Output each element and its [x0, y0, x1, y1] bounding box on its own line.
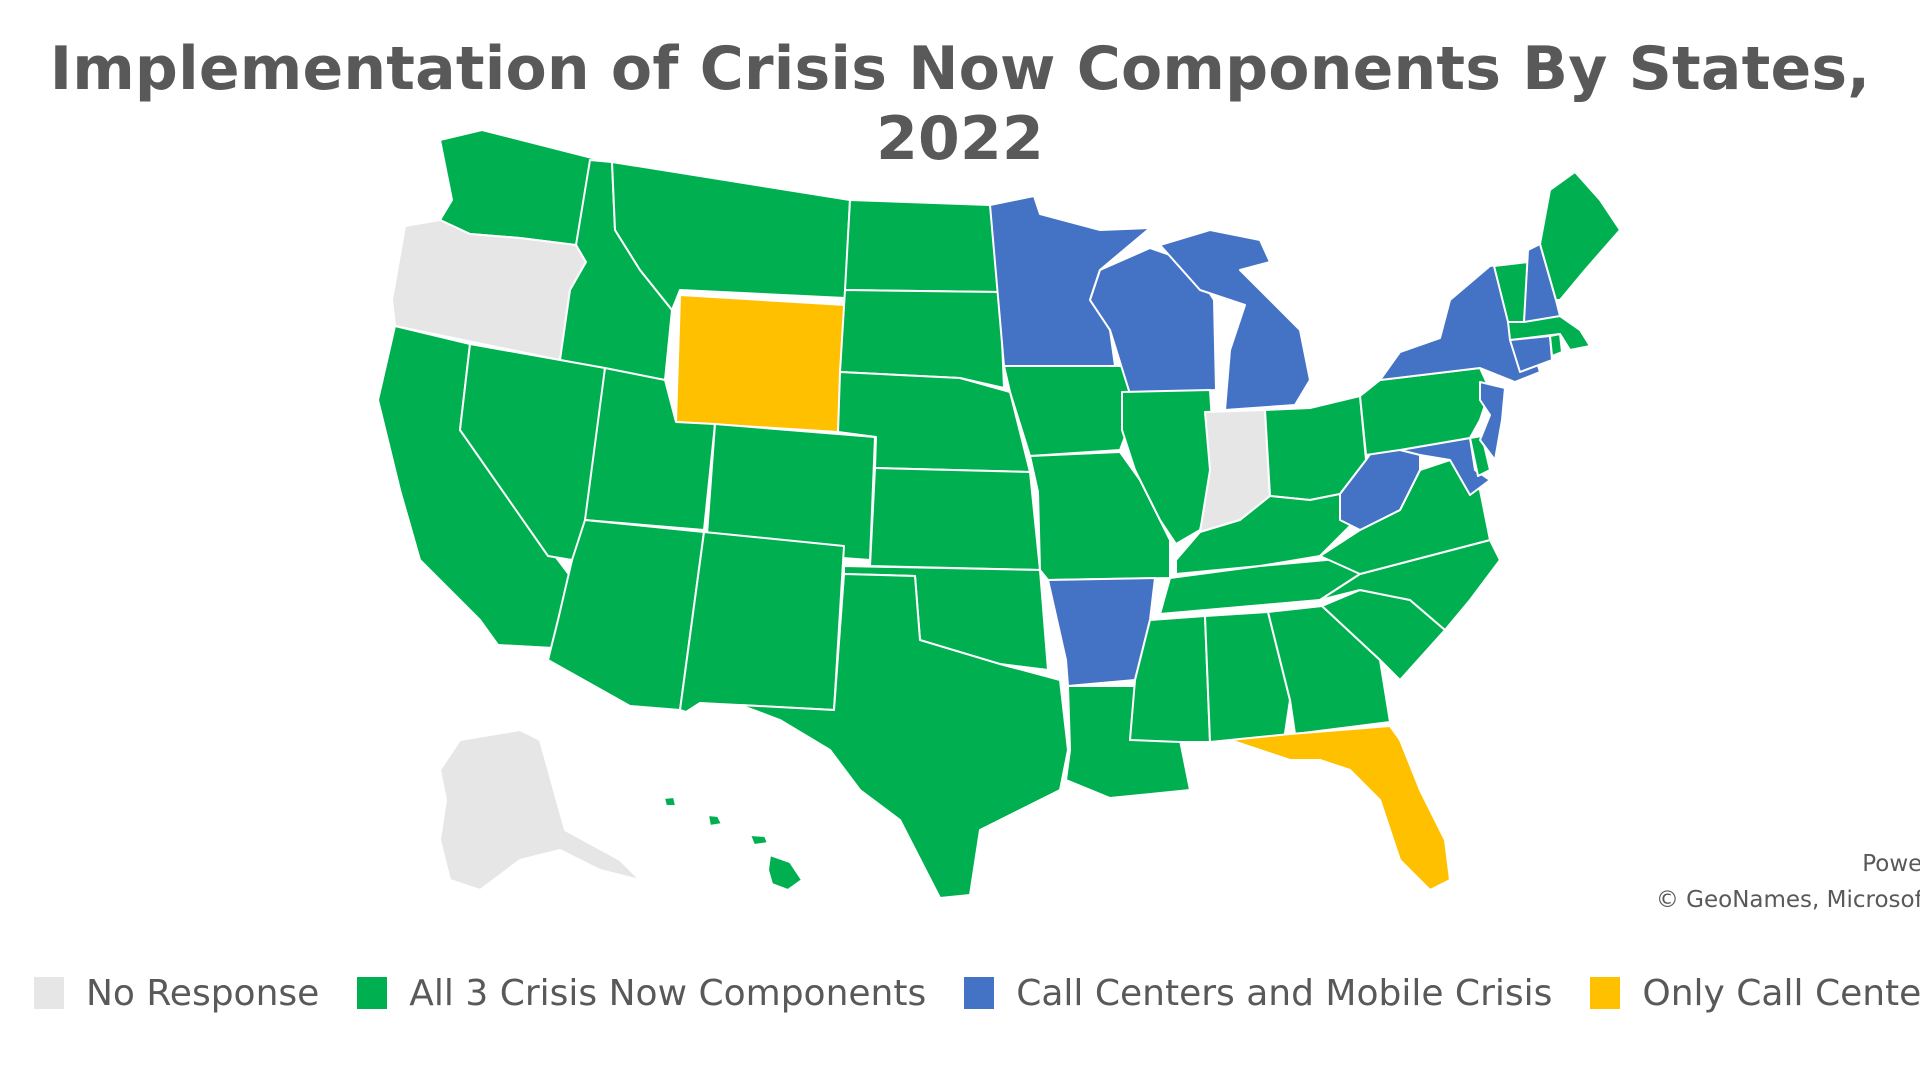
state-RI: [1549, 333, 1563, 357]
state-WI: [1089, 247, 1217, 395]
state-HI-big: [767, 854, 803, 891]
legend-label: All 3 Crisis Now Components: [409, 972, 927, 1014]
swatch-all-3-icon: [357, 977, 388, 1009]
state-ND: [844, 199, 1001, 293]
legend: No Response All 3 Crisis Now Components …: [34, 968, 1920, 1018]
state-ME: [1539, 171, 1621, 301]
state-NH: [1523, 243, 1561, 323]
state-KS: [869, 467, 1041, 571]
legend-label: No Response: [86, 972, 320, 1014]
state-WA: [439, 129, 601, 246]
state-NM: [679, 531, 845, 713]
state-AK: [439, 729, 641, 891]
state-FL: [1229, 725, 1451, 891]
state-NJ: [1479, 381, 1506, 461]
swatch-only-call-centers-icon: [1590, 977, 1621, 1009]
state-MI: [1159, 229, 1311, 411]
swatch-call-centers-mobile-icon: [964, 977, 995, 1009]
map-title: Implementation of Crisis Now Components …: [49, 34, 1871, 174]
attribution-copyright: © GeoNames, Microsoft, T: [1655, 887, 1920, 913]
legend-label: Call Centers and Mobile Crisis: [1016, 972, 1553, 1014]
state-HI-kauai: [663, 796, 677, 807]
state-HI-oahu: [707, 814, 723, 827]
attribution-powered: Powered: [1862, 851, 1920, 877]
state-WY: [675, 294, 846, 433]
legend-item-no-response: No Response: [34, 973, 319, 1014]
state-MA: [1507, 315, 1591, 351]
state-DE: [1469, 435, 1491, 477]
legend-item-only-call-centers: Only Call Centers: [1590, 973, 1920, 1014]
state-HI-maui: [749, 834, 769, 846]
legend-label: Only Call Centers: [1642, 972, 1920, 1014]
state-TX: [739, 573, 1069, 899]
map-attribution: Powered © GeoNames, Microsoft, T: [1656, 846, 1920, 918]
state-SD: [839, 289, 1005, 389]
legend-item-all-3: All 3 Crisis Now Components: [357, 973, 926, 1014]
swatch-no-response-icon: [34, 977, 64, 1009]
legend-item-call-centers-mobile: Call Centers and Mobile Crisis: [964, 973, 1552, 1014]
